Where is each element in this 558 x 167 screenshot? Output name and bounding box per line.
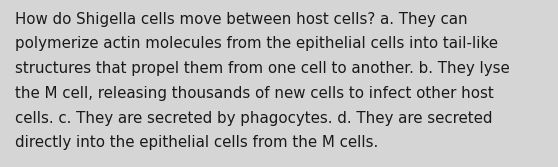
Text: the M cell, releasing thousands of new cells to infect other host: the M cell, releasing thousands of new c… <box>15 86 494 101</box>
Text: structures that propel them from one cell to another. b. They lyse: structures that propel them from one cel… <box>15 61 510 76</box>
Text: directly into the epithelial cells from the M cells.: directly into the epithelial cells from … <box>15 135 378 150</box>
Text: cells. c. They are secreted by phagocytes. d. They are secreted: cells. c. They are secreted by phagocyte… <box>15 111 493 126</box>
Text: How do Shigella cells move between host cells? a. They can: How do Shigella cells move between host … <box>15 12 468 27</box>
Text: polymerize actin molecules from the epithelial cells into tail-like: polymerize actin molecules from the epit… <box>15 36 498 51</box>
